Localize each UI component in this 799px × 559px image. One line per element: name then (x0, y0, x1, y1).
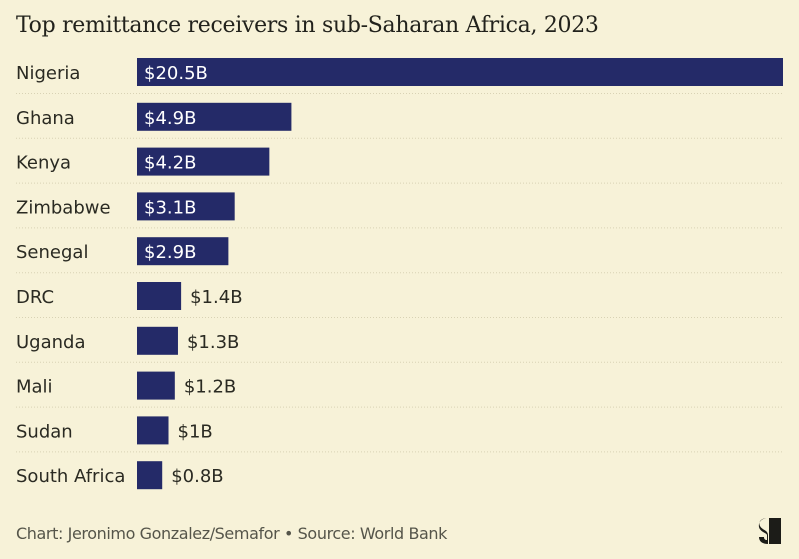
value-label: $3.1B (144, 197, 196, 218)
bar (137, 192, 235, 221)
category-label: Ghana (16, 108, 75, 129)
bar (137, 147, 270, 176)
bar (137, 237, 229, 266)
bar-row: Sudan $1B (16, 416, 783, 453)
bar-row: Mali $1.2B (16, 371, 783, 408)
category-label: Mali (16, 377, 53, 398)
value-label: $20.5B (144, 63, 208, 84)
bar-chart: Nigeria $20.5B Ghana $4.9B Kenya $4.2B Zimbabw… (16, 58, 783, 490)
value-label: $4.2B (144, 153, 196, 174)
bar (137, 102, 292, 131)
value-label: $0.8B (171, 466, 223, 487)
bar-row: Ghana $4.9B (16, 102, 783, 139)
chart-title: Top remittance receivers in sub-Saharan … (16, 13, 599, 38)
bar (137, 282, 182, 310)
bar (137, 58, 783, 86)
category-label: Nigeria (16, 63, 80, 84)
bar-row: DRC $1.4B (16, 282, 783, 318)
bar-row: Senegal $2.9B (16, 237, 783, 274)
value-label: $1.2B (184, 377, 236, 398)
bar-row: Nigeria $20.5B (16, 58, 783, 94)
category-label: Sudan (16, 421, 73, 442)
category-label: South Africa (16, 466, 125, 487)
category-label: Zimbabwe (16, 197, 111, 218)
category-label: Senegal (16, 242, 88, 263)
bar-row: Uganda $1.3B (16, 326, 783, 363)
value-label: $1B (178, 421, 213, 442)
bar (137, 416, 169, 445)
category-label: Kenya (16, 153, 71, 174)
value-label: $1.3B (187, 332, 239, 353)
chart-credit: Chart: Jeronimo Gonzalez/Semafor • Sourc… (16, 524, 448, 543)
semafor-logo-icon (758, 518, 781, 544)
value-label: $2.9B (144, 242, 196, 263)
value-label: $4.9B (144, 108, 196, 129)
bar (137, 326, 178, 355)
category-label: Uganda (16, 332, 86, 353)
bar-row: Zimbabwe $3.1B (16, 192, 783, 229)
value-label: $1.4B (190, 287, 242, 308)
bar (137, 461, 163, 490)
bar (137, 371, 175, 400)
bar-row: South Africa $0.8B (16, 461, 224, 490)
category-label: DRC (16, 287, 54, 308)
bar-row: Kenya $4.2B (16, 147, 783, 184)
